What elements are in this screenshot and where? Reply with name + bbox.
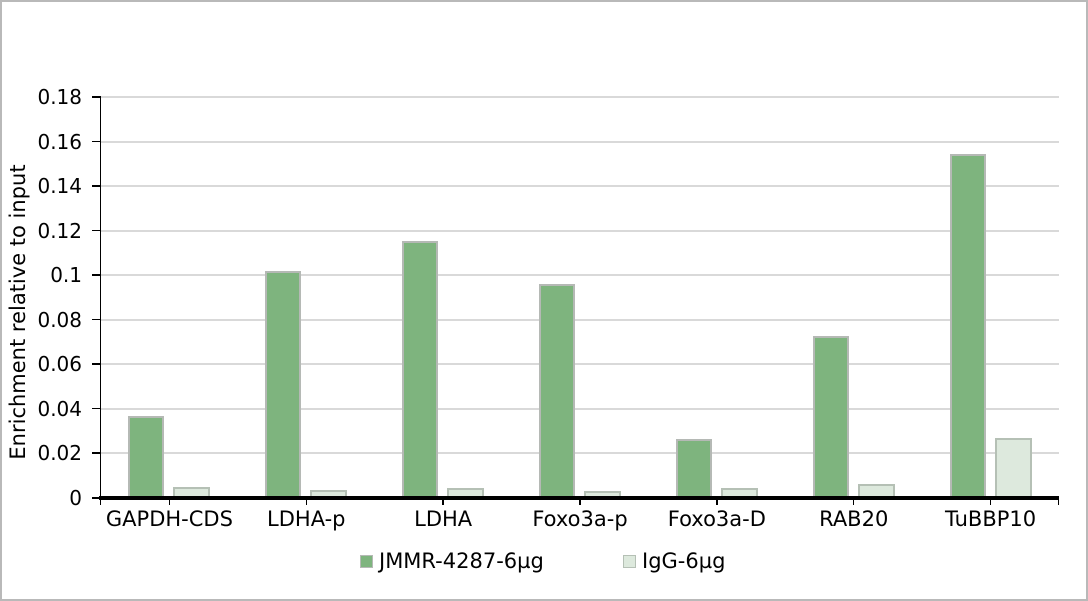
legend-swatch-jmmr-4287-6ug (360, 555, 373, 568)
y-tick-label: 0.14 (37, 174, 82, 199)
bar-igg-6-g (994, 437, 1032, 498)
gridline (101, 363, 1059, 366)
bar-jmmr-4287-6-g (675, 438, 712, 498)
y-axis-line (99, 97, 101, 505)
x-axis-label: TuBBP10 (944, 507, 1037, 531)
y-tick-label: 0.04 (37, 396, 82, 421)
x-axis-label: RAB20 (819, 507, 889, 531)
bar-jmmr-4287-6-g (539, 284, 575, 498)
y-axis-tick (92, 96, 101, 98)
y-axis-tick (92, 274, 101, 276)
bar-igg-6-g (447, 487, 485, 498)
bar-jmmr-4287-6-g (812, 336, 849, 498)
legend-swatch-igg-6ug (623, 555, 636, 568)
y-tick-label: 0.02 (37, 441, 82, 466)
y-axis-tick (92, 140, 101, 143)
gridline (101, 274, 1059, 277)
x-axis-tick (579, 498, 581, 505)
x-axis-label: Foxo3a-p (532, 507, 628, 531)
y-tick-label: 0.06 (37, 352, 82, 377)
y-axis-tick (92, 363, 101, 365)
x-axis-tick (305, 498, 308, 505)
bar-igg-6-g (584, 491, 621, 498)
bar-jmmr-4287-6-g (949, 153, 986, 498)
bar-jmmr-4287-6-g (128, 415, 165, 498)
y-tick-label: 0.08 (37, 307, 82, 332)
x-axis-label: LDHA (414, 507, 473, 531)
y-axis-tick (92, 185, 101, 187)
gridline (101, 229, 1059, 232)
gridline (101, 140, 1059, 143)
y-tick-label: 0 (69, 486, 82, 510)
gridline (101, 318, 1059, 321)
bar-igg-6-g (857, 483, 895, 498)
x-axis-tick (716, 498, 718, 505)
gridline (101, 96, 1059, 98)
bar-igg-6-g (720, 487, 758, 498)
x-axis-label: LDHA-p (267, 507, 346, 531)
x-axis-tick (852, 498, 855, 505)
bar-igg-6-g (173, 486, 211, 498)
y-tick-label: 0.18 (37, 85, 82, 109)
x-axis-tick (168, 498, 171, 505)
gridline (101, 185, 1059, 188)
y-axis-tick (92, 229, 101, 232)
legend-label-igg-6ug: IgG-6µg (642, 549, 726, 573)
x-axis-label: Foxo3a-D (667, 507, 766, 531)
x-axis-line (99, 496, 1059, 500)
x-axis-label: GAPDH-CDS (105, 507, 233, 531)
bar-igg-6-g (310, 490, 348, 498)
legend-label-jmmr-4287-6ug: JMMR-4287-6µg (379, 549, 544, 573)
y-axis-tick (92, 452, 101, 454)
y-tick-label: 0.12 (37, 218, 82, 243)
y-axis-tick (92, 497, 101, 499)
bar-jmmr-4287-6-g (402, 240, 439, 498)
y-tick-label: 0.1 (50, 263, 82, 288)
x-axis-tick (989, 498, 992, 505)
y-tick-label: 0.16 (37, 129, 82, 154)
gridline (101, 407, 1059, 410)
gridline (101, 452, 1059, 455)
y-axis-tick (92, 407, 101, 410)
y-axis-tick (92, 318, 101, 321)
x-axis-tick (442, 498, 444, 505)
bar-jmmr-4287-6-g (265, 270, 302, 498)
x-axis-tick (1057, 498, 1059, 505)
